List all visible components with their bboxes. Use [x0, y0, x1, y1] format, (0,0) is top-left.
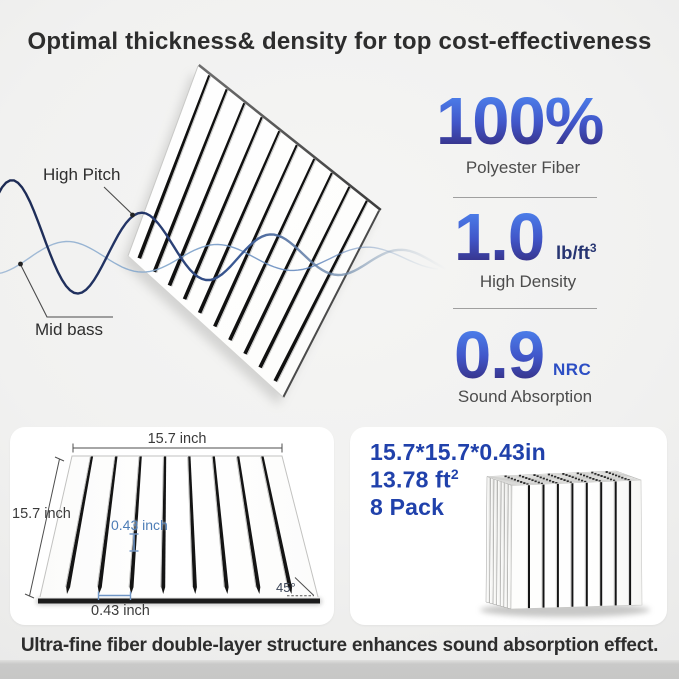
stats-divider-2: [453, 308, 597, 309]
stat-polyester-label: Polyester Fiber: [465, 158, 581, 177]
depth-dimension-label: 0.43 inch: [111, 517, 168, 533]
height-dimension-label: 15.7 inch: [12, 506, 71, 522]
density-unit-sup: 3: [589, 241, 597, 255]
width-dimension-label: 15.7 inch: [147, 431, 207, 447]
gap-dimension-label: 0.43 inch: [91, 603, 150, 619]
stat-density-value: 1.0: [454, 200, 545, 275]
density-unit-text: lb/ft: [556, 242, 590, 264]
stats-divider-1: [453, 197, 597, 198]
pack-area-sup: 2: [450, 466, 459, 482]
pack-area-text: 13.78 ft2: [370, 466, 459, 494]
dimension-diagram: [24, 443, 322, 605]
pack-area-main: 13.78 ft: [370, 466, 451, 493]
pack-size-text: 15.7*15.7*0.43in: [370, 439, 546, 465]
sound-waves: [0, 179, 448, 295]
stat-nrc-value: 0.9: [454, 318, 545, 393]
angle-label: 45°: [276, 580, 296, 595]
stat-nrc-unit: NRC: [553, 360, 592, 379]
bottom-caption: Ultra-fine fiber double-layer structure …: [20, 635, 659, 656]
stacked-panels: [480, 470, 650, 617]
stat-density-label: High Density: [479, 272, 577, 291]
wave-leader-lines: [18, 186, 135, 318]
stat-density-unit: lb/ft3: [556, 241, 597, 264]
pack-count-text: 8 Pack: [370, 494, 445, 520]
dimension-lines: [24, 443, 315, 600]
panel-stack: [480, 470, 650, 617]
bottom-band: [0, 660, 679, 679]
slat-panel-perspective: [36, 455, 322, 605]
stat-nrc-label: Sound Absorption: [457, 387, 593, 406]
page-title: Optimal thickness& density for top cost-…: [27, 28, 652, 55]
acoustic-panel-3d: [122, 64, 382, 405]
high-pitch-label: High Pitch: [43, 165, 121, 184]
mid-bass-label: Mid bass: [35, 320, 104, 339]
stat-polyester-value: 100%: [436, 84, 604, 159]
